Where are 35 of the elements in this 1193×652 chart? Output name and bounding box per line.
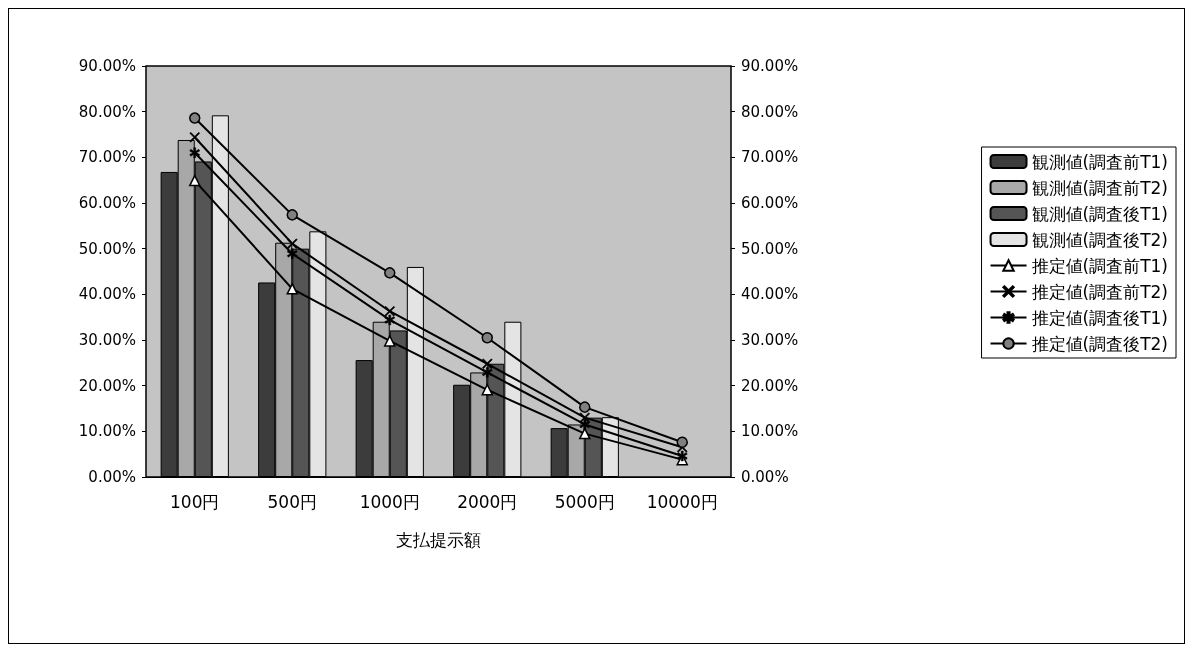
legend-label: 観測値(調査後T1)	[1031, 203, 1168, 224]
y-tick-label: 30.00%	[78, 331, 136, 349]
legend-label: 観測値(調査後T2)	[1031, 229, 1168, 250]
x-tick-label: 2000円	[457, 491, 518, 512]
y-tick-label: 90.00%	[78, 57, 136, 75]
y2-tick-label: 0.00%	[741, 468, 789, 486]
y2-tick-label: 80.00%	[741, 102, 799, 121]
y2-tick-label: 40.00%	[741, 285, 799, 304]
y2-tick-label: 10.00%	[741, 422, 799, 441]
legend-label: 推定値(調査後T1)	[1031, 307, 1168, 328]
x-tick-label: 10000円	[646, 491, 718, 512]
y-tick-label: 40.00%	[78, 285, 136, 304]
y-tick-label: 80.00%	[78, 102, 136, 121]
y2-tick-label: 30.00%	[741, 331, 799, 349]
y-tick-label: 20.00%	[78, 376, 136, 395]
legend-label: 推定値(調査後T2)	[1031, 333, 1168, 354]
x-tick-label: 100円	[170, 491, 220, 512]
y-tick-label: 10.00%	[78, 422, 136, 441]
y2-tick-label: 60.00%	[741, 194, 799, 212]
legend-label: 観測値(調査前T1)	[1031, 151, 1168, 172]
y-tick-label: 50.00%	[78, 239, 136, 258]
x-axis-title: 支払提示額	[396, 529, 481, 550]
x-tick-label: 500円	[267, 491, 317, 512]
y-tick-label: 0.00%	[88, 468, 136, 486]
legend-label: 推定値(調査前T2)	[1031, 281, 1168, 302]
y2-tick-label: 90.00%	[741, 57, 799, 75]
y-tick-label: 70.00%	[78, 148, 136, 167]
y2-tick-label: 50.00%	[741, 239, 799, 258]
legend-label: 観測値(調査前T2)	[1031, 177, 1168, 198]
x-tick-label: 5000円	[554, 491, 615, 512]
y2-tick-label: 20.00%	[741, 376, 799, 395]
y-tick-label: 60.00%	[78, 194, 136, 212]
legend-label: 推定値(調査前T1)	[1031, 255, 1168, 276]
y2-tick-label: 70.00%	[741, 148, 799, 167]
x-tick-label: 1000円	[359, 491, 420, 512]
